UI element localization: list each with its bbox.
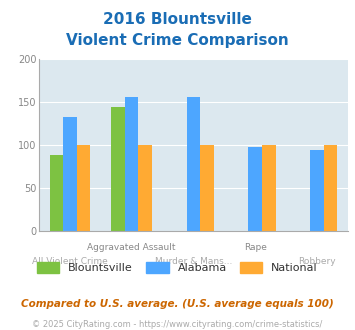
Bar: [77, 145, 90, 231]
Bar: [200, 145, 214, 231]
Text: Murder & Mans...: Murder & Mans...: [155, 257, 232, 266]
Bar: [50, 155, 63, 231]
Text: Robbery: Robbery: [298, 257, 336, 266]
Bar: [262, 145, 275, 231]
Text: 2016 Blountsville: 2016 Blountsville: [103, 12, 252, 26]
Text: Violent Crime Comparison: Violent Crime Comparison: [66, 33, 289, 48]
Bar: [138, 145, 152, 231]
Bar: [310, 150, 324, 231]
Bar: [248, 147, 262, 231]
Legend: Blountsville, Alabama, National: Blountsville, Alabama, National: [34, 258, 321, 277]
Bar: [324, 145, 337, 231]
Text: Aggravated Assault: Aggravated Assault: [87, 243, 176, 251]
Bar: [187, 97, 200, 231]
Text: © 2025 CityRating.com - https://www.cityrating.com/crime-statistics/: © 2025 CityRating.com - https://www.city…: [32, 320, 323, 329]
Bar: [111, 108, 125, 231]
Text: All Violent Crime: All Violent Crime: [32, 257, 108, 266]
Bar: [63, 117, 77, 231]
Bar: [125, 97, 138, 231]
Text: Rape: Rape: [244, 243, 267, 251]
Text: Compared to U.S. average. (U.S. average equals 100): Compared to U.S. average. (U.S. average …: [21, 299, 334, 309]
